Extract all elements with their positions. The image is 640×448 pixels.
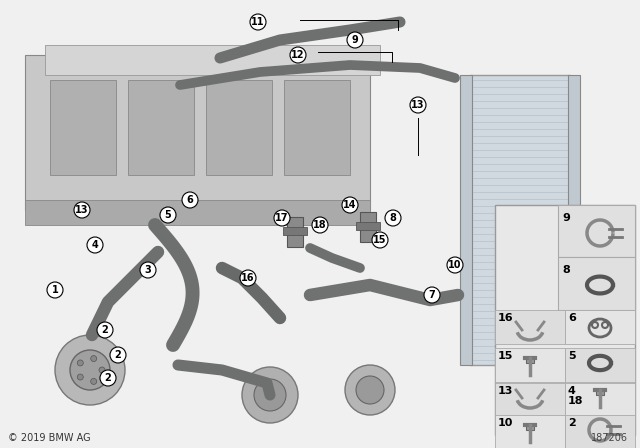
Text: 5: 5 [568,351,575,361]
Bar [565,383,635,417]
Circle shape [55,335,125,405]
Bar [565,348,635,382]
Bar [558,257,635,310]
Bar [495,205,635,435]
Circle shape [290,47,306,63]
Circle shape [182,192,198,208]
Bar [356,222,380,230]
Bar [25,200,370,225]
Text: 187206: 187206 [591,433,628,443]
Text: 9: 9 [562,213,570,223]
Text: 7: 7 [429,290,435,300]
Bar [460,75,472,365]
Circle shape [99,367,105,373]
Text: 4: 4 [568,386,576,396]
Text: 13: 13 [498,386,513,396]
Text: 15: 15 [498,351,513,361]
Polygon shape [25,55,370,210]
Text: 15: 15 [373,235,387,245]
Text: 4: 4 [92,240,99,250]
Text: 1: 1 [52,285,58,295]
Polygon shape [45,45,380,75]
Circle shape [242,367,298,423]
Text: 16: 16 [498,313,514,323]
Bar [360,212,376,242]
Text: 13: 13 [412,100,425,110]
Text: 6: 6 [187,195,193,205]
Circle shape [97,322,113,338]
Bar [283,227,307,235]
Circle shape [77,360,83,366]
Text: 8: 8 [562,265,570,275]
Text: 8: 8 [390,213,396,223]
Circle shape [77,374,83,380]
Bar [526,425,534,430]
Circle shape [160,207,176,223]
Text: 2: 2 [102,325,108,335]
Text: 17: 17 [275,213,289,223]
Bar [558,205,635,257]
Bar [565,310,635,344]
Circle shape [424,287,440,303]
Bar [128,80,194,175]
Text: 10: 10 [498,418,513,428]
Circle shape [70,350,110,390]
Circle shape [110,347,126,363]
Text: 18: 18 [313,220,327,230]
Text: 11: 11 [252,17,265,27]
Circle shape [87,237,103,253]
Circle shape [410,97,426,113]
Text: 5: 5 [164,210,172,220]
Bar [568,75,580,365]
Text: 9: 9 [351,35,358,45]
Text: 2: 2 [115,350,122,360]
Text: 14: 14 [343,200,356,210]
Bar [206,80,272,175]
Circle shape [447,257,463,273]
Circle shape [91,379,97,384]
Circle shape [274,210,290,226]
Text: 2: 2 [568,418,576,428]
Text: 6: 6 [568,313,576,323]
Bar [495,415,565,448]
Circle shape [100,370,116,386]
Text: 18: 18 [568,396,584,406]
Text: 3: 3 [145,265,152,275]
Bar [495,383,565,417]
Text: 2: 2 [104,373,111,383]
Circle shape [74,202,90,218]
Circle shape [91,356,97,362]
Text: 13: 13 [76,205,89,215]
Bar [470,75,570,365]
Circle shape [342,197,358,213]
Text: 12: 12 [291,50,305,60]
Bar [565,415,635,448]
Text: © 2019 BMW AG: © 2019 BMW AG [8,433,91,443]
Circle shape [312,217,328,233]
Bar [596,390,604,395]
Circle shape [240,270,256,286]
Circle shape [254,379,286,411]
Text: 16: 16 [241,273,255,283]
Circle shape [250,14,266,30]
Circle shape [140,262,156,278]
Circle shape [347,32,363,48]
Circle shape [385,210,401,226]
Bar [287,217,303,247]
Text: 10: 10 [448,260,461,270]
Bar [526,358,534,363]
Bar [495,310,565,344]
Circle shape [356,376,384,404]
Circle shape [47,282,63,298]
Circle shape [372,232,388,248]
Bar [50,80,116,175]
Bar [495,348,565,382]
Bar [284,80,350,175]
Circle shape [345,365,395,415]
